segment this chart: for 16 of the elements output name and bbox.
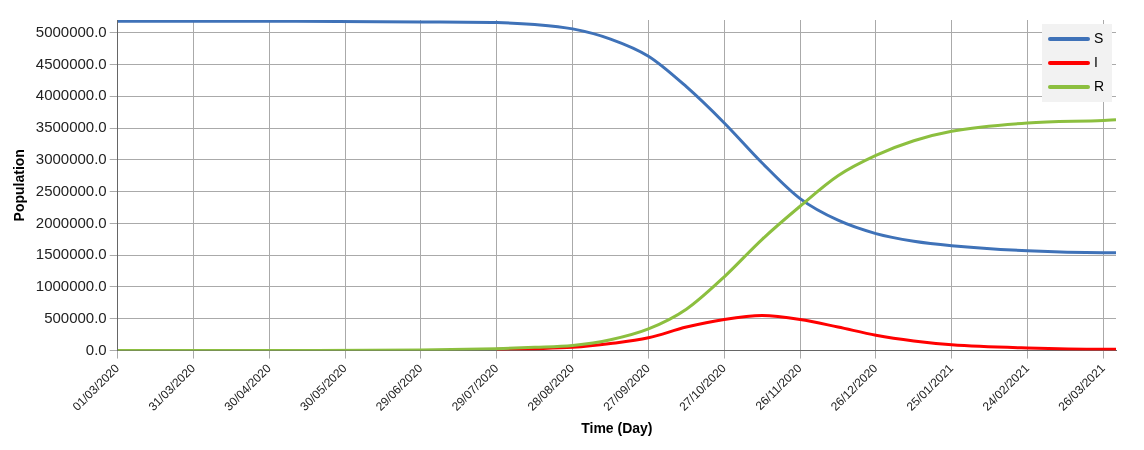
y-tick-label: 1000000.0 <box>35 277 107 295</box>
y-tick-label: 5000000.0 <box>35 22 107 40</box>
y-tick-label: 4500000.0 <box>35 54 107 72</box>
legend-label: I <box>1094 53 1098 70</box>
y-tick-label: 4000000.0 <box>35 86 107 104</box>
y-tick-label: 2000000.0 <box>35 213 107 231</box>
y-tick-label: 0.0 <box>85 340 107 358</box>
legend-label: R <box>1094 77 1105 94</box>
y-tick-label: 3500000.0 <box>35 118 107 136</box>
y-tick-label: 500000.0 <box>44 308 107 326</box>
y-tick-label: 2500000.0 <box>35 181 107 199</box>
legend-label: S <box>1094 29 1104 46</box>
y-axis-title: Population <box>11 149 28 222</box>
x-axis-title: Time (Day) <box>581 420 653 437</box>
y-tick-label: 1500000.0 <box>35 245 107 263</box>
y-tick-label: 3000000.0 <box>35 149 107 167</box>
